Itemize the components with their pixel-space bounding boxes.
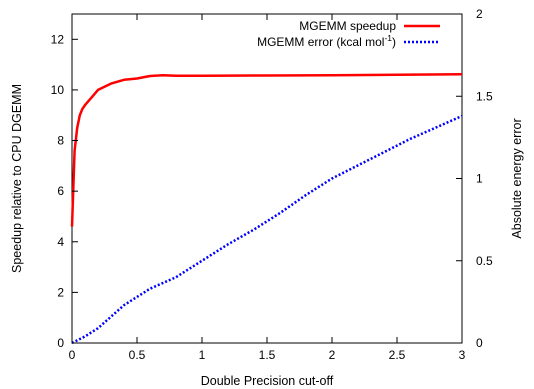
y-tick-label: 8 — [57, 134, 64, 148]
x-tick-label: 1.5 — [259, 348, 276, 362]
y2-tick-label: 0.5 — [476, 254, 493, 268]
y2-tick-label: 2 — [476, 7, 483, 21]
x-axis-label: Double Precision cut-off — [201, 374, 334, 388]
x-tick-label: 0.5 — [129, 348, 146, 362]
y-tick-label: 12 — [51, 32, 65, 46]
y2-axis-label: Absolute energy error — [510, 118, 524, 238]
series-line-error — [71, 114, 463, 345]
y2-tick-label: 0 — [476, 336, 483, 350]
y2-tick-label: 1 — [476, 172, 483, 186]
legend-label-suffix: ) — [392, 35, 396, 49]
y2-tick-label: 1.5 — [476, 89, 493, 103]
y-tick-label: 2 — [57, 285, 64, 299]
x-tick-label: 3 — [459, 348, 466, 362]
y-tick-label: 4 — [57, 235, 64, 249]
series-line-speedup — [70, 72, 463, 227]
y-axis-label: Speedup relative to CPU DGEMM — [10, 84, 24, 273]
x-tick-label: 2.5 — [389, 348, 406, 362]
y-tick-label: 10 — [51, 83, 65, 97]
y-tick-label: 6 — [57, 184, 64, 198]
legend-label: MGEMM error (kcal mol-1) — [257, 33, 396, 49]
x-tick-label: 2 — [329, 348, 336, 362]
plot-area-border — [71, 13, 463, 344]
x-tick-label: 0 — [69, 348, 76, 362]
legend-label: MGEMM speedup — [299, 19, 396, 33]
legend-label-superscript: -1 — [384, 33, 392, 43]
y-tick-label: 0 — [57, 336, 64, 350]
x-tick-label: 1 — [199, 348, 206, 362]
